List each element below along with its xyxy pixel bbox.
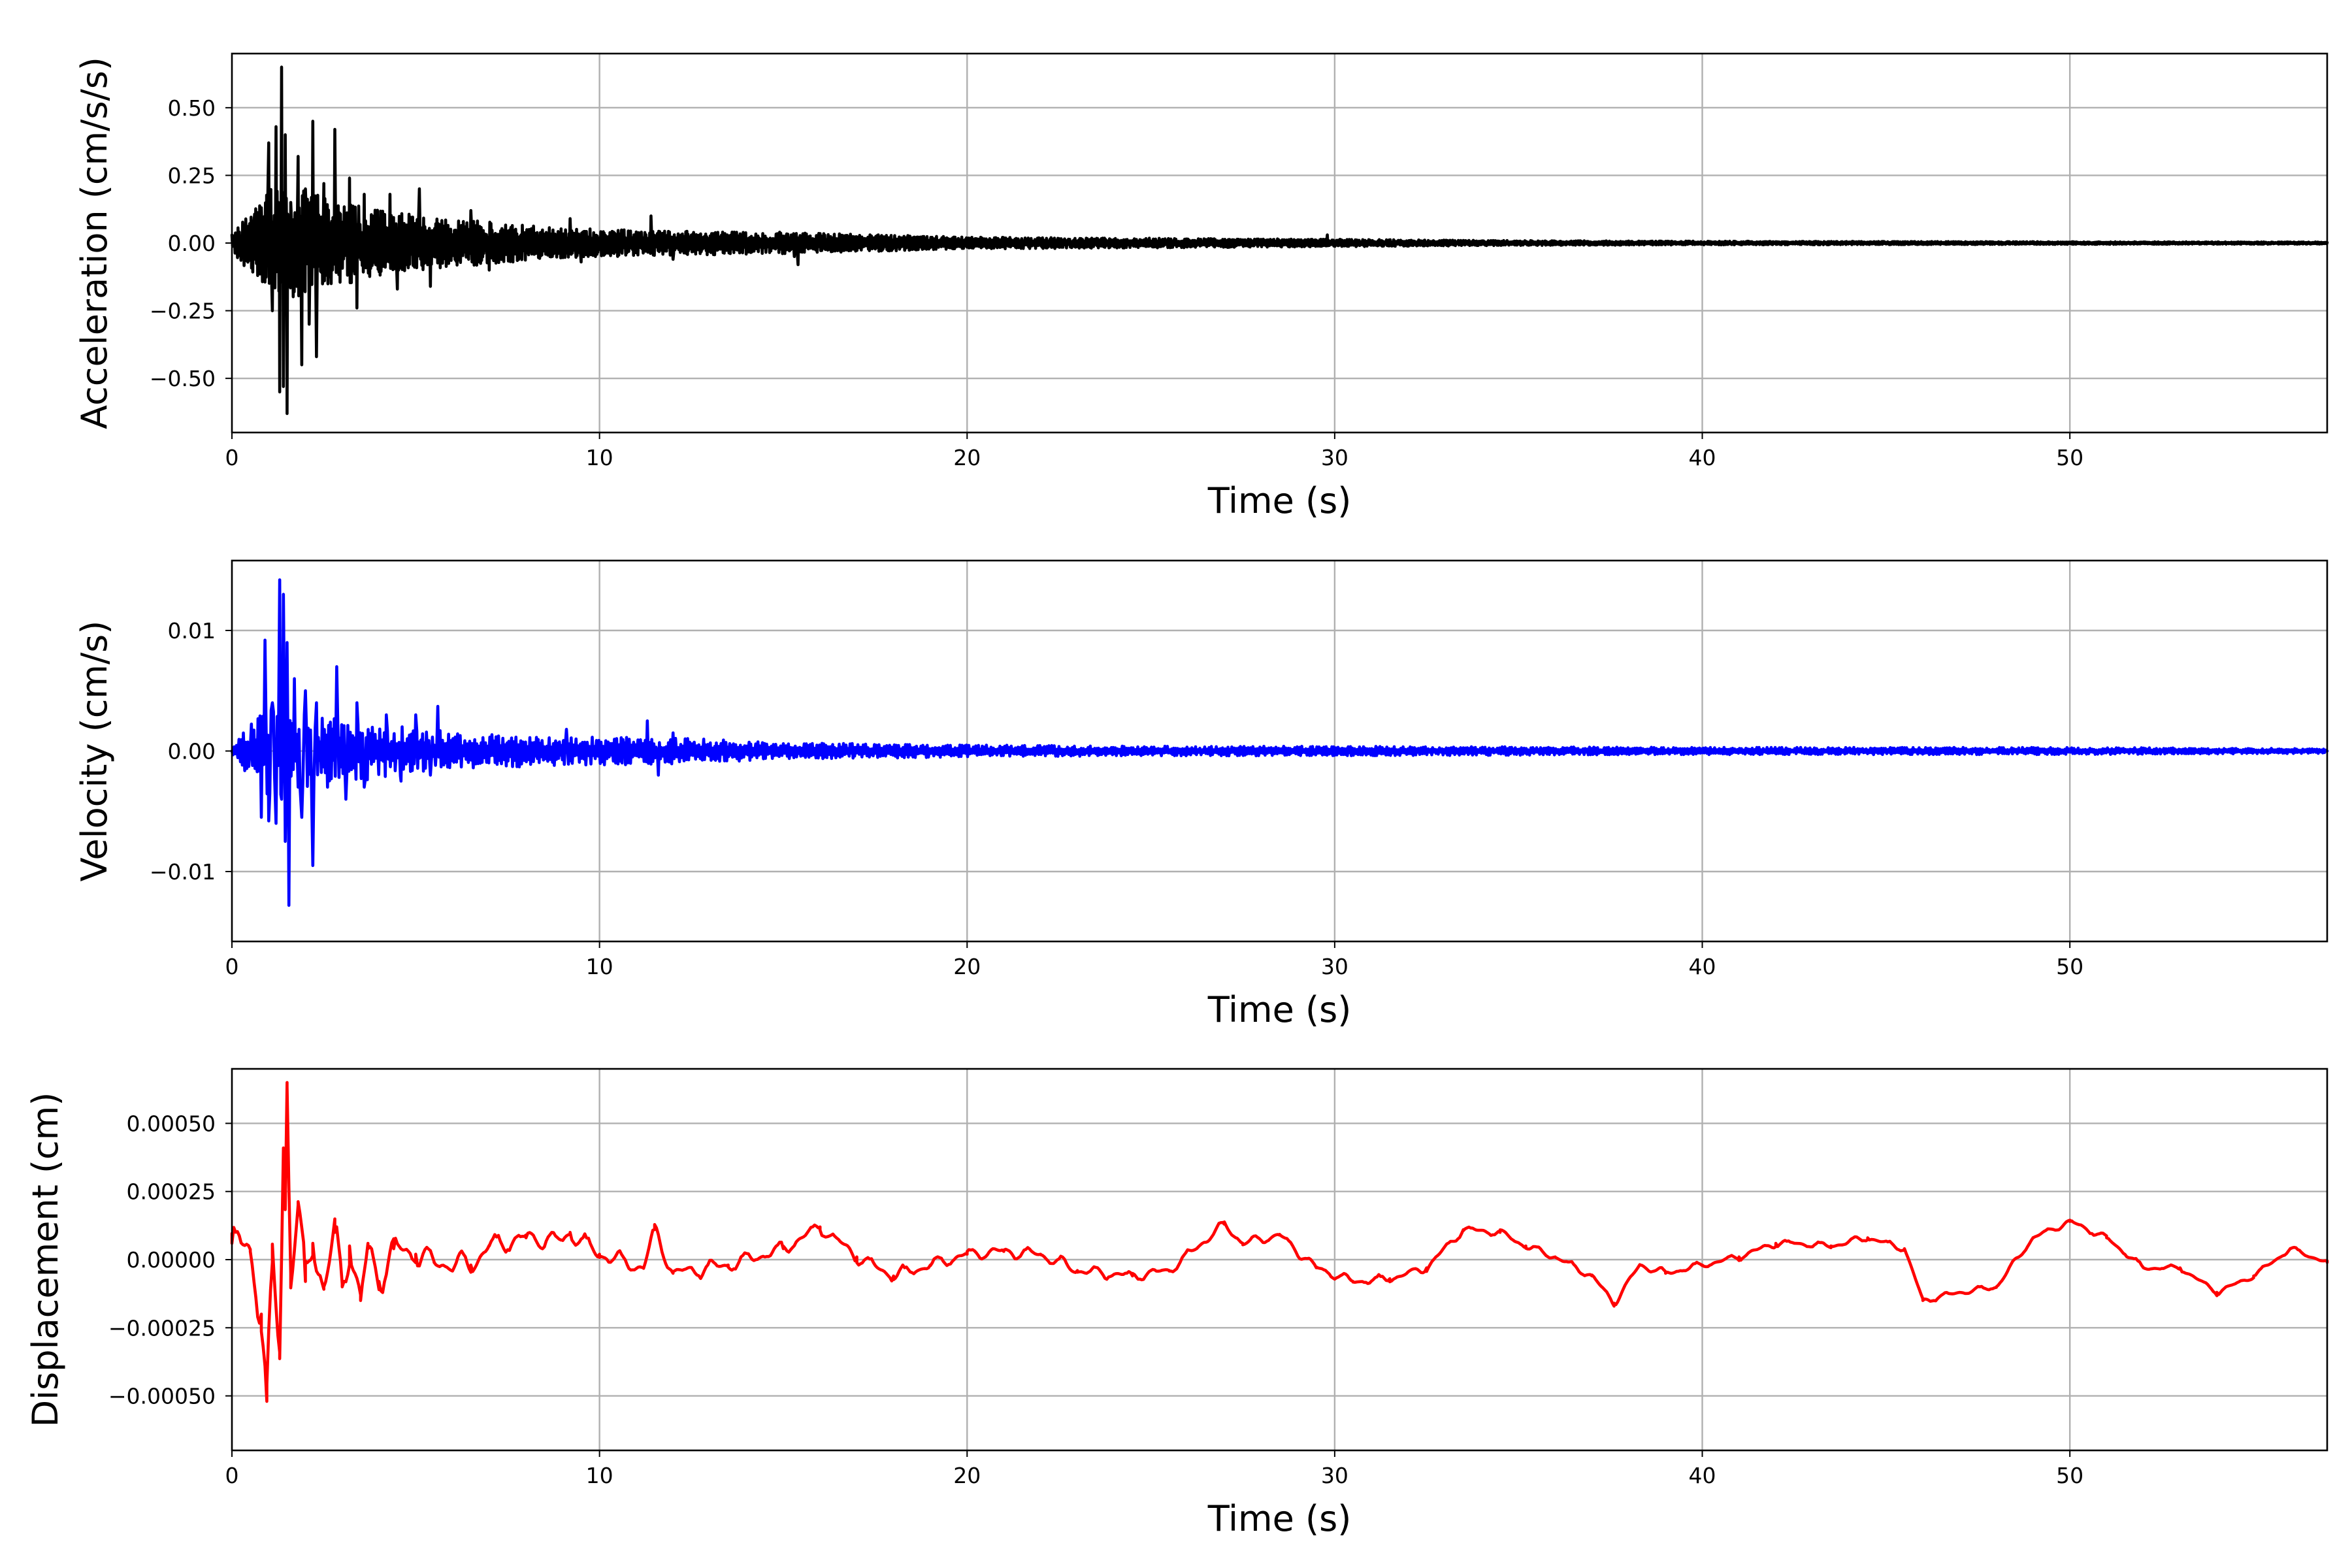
x-tick-label: 30 xyxy=(1321,954,1348,979)
y-tick-label: −0.00025 xyxy=(108,1315,216,1341)
x-tick-label: 50 xyxy=(2056,1463,2083,1488)
y-tick-label: 0.00000 xyxy=(127,1247,216,1273)
acceleration-x-axis-label: Time (s) xyxy=(1207,480,1352,521)
x-tick-label: 50 xyxy=(2056,954,2083,979)
acceleration-panel: 0 10 20 30 40 50 0.50 0.25 0.00 −0.25 −0.50 Time (s… xyxy=(74,52,2329,521)
acceleration-series-line xyxy=(230,65,2329,416)
x-tick-label: 30 xyxy=(1321,445,1348,470)
x-tick-label: 0 xyxy=(225,954,239,979)
x-tick-label: 20 xyxy=(953,1463,981,1488)
velocity-series-line xyxy=(230,578,2329,907)
x-tick-label: 10 xyxy=(586,1463,613,1488)
x-tick-label: 20 xyxy=(953,445,981,470)
displacement-x-axis-label: Time (s) xyxy=(1207,1498,1352,1539)
x-tick-label: 0 xyxy=(225,1463,239,1488)
x-tick-label: 20 xyxy=(953,954,981,979)
y-tick-label: −0.01 xyxy=(150,859,216,885)
y-tick-label: 0.00050 xyxy=(127,1111,216,1136)
x-tick-label: 40 xyxy=(1689,1463,1716,1488)
y-tick-label: 0.00 xyxy=(168,739,216,764)
displacement-y-axis-label: Displacement (cm) xyxy=(25,1092,66,1428)
y-tick-label: 0.00025 xyxy=(127,1179,216,1205)
y-tick-label: −0.25 xyxy=(150,299,216,324)
velocity-x-axis-label: Time (s) xyxy=(1207,989,1352,1030)
x-tick-label: 0 xyxy=(225,445,239,470)
x-tick-label: 30 xyxy=(1321,1463,1348,1488)
x-tick-label: 10 xyxy=(586,954,613,979)
y-tick-label: 0.50 xyxy=(168,95,216,121)
acceleration-y-axis-label: Acceleration (cm/s/s) xyxy=(74,57,115,429)
x-tick-label: 40 xyxy=(1689,954,1716,979)
displacement-panel: 0 10 20 30 40 50 0.00050 0.00025 0.00000 −0.00025… xyxy=(25,1068,2329,1539)
y-tick-label: −0.00050 xyxy=(108,1384,216,1409)
y-tick-label: 0.00 xyxy=(168,231,216,256)
velocity-y-axis-label: Velocity (cm/s) xyxy=(74,621,115,882)
y-tick-label: 0.01 xyxy=(168,618,216,644)
y-tick-label: −0.50 xyxy=(150,366,216,391)
y-tick-label: 0.25 xyxy=(168,163,216,188)
x-tick-label: 40 xyxy=(1689,445,1716,470)
x-tick-label: 50 xyxy=(2056,445,2083,470)
displacement-series-line xyxy=(230,1081,2329,1403)
x-tick-label: 10 xyxy=(586,445,613,470)
velocity-panel: 0 10 20 30 40 50 0.01 0.00 −0.01 Time (s) Velocity… xyxy=(74,559,2329,1030)
